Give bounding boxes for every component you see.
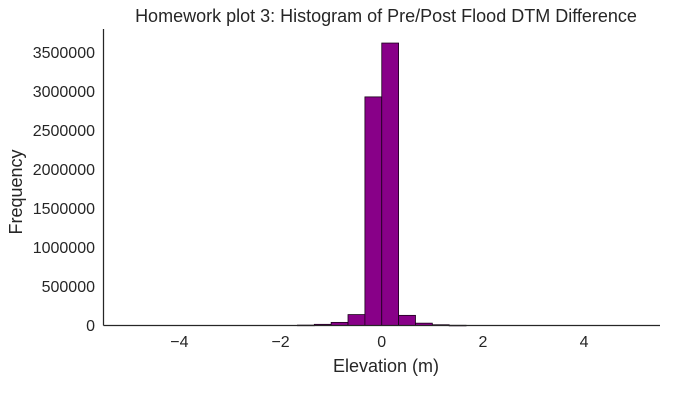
x-tick-label: 2 [478,334,487,351]
x-ticks-group: −4 −2 0 2 4 [170,334,588,351]
y-tick-label: 1500000 [33,201,95,218]
x-tick-label: 4 [580,334,589,351]
bars-group [297,42,467,327]
y-tick-label: 2500000 [33,123,95,140]
x-tick-label: −4 [170,334,188,351]
x-tick-label: −2 [271,334,289,351]
histogram-bar [347,314,366,326]
histogram-bar [381,42,399,326]
y-ticks-group: 0 500000 1000000 1500000 2000000 2500000 30000… [33,45,95,335]
y-tick-label: 500000 [42,279,95,296]
x-tick-label: 0 [377,334,386,351]
y-tick-label: 3500000 [33,45,95,62]
y-tick-label: 1000000 [33,240,95,257]
chart-title: Homework plot 3: Histogram of Pre/Post F… [135,6,637,26]
histogram-bar [398,314,416,326]
x-axis-label: Elevation (m) [333,356,439,376]
y-axis-label: Frequency [6,149,26,234]
histogram-bar [364,96,383,326]
y-tick-label: 3000000 [33,84,95,101]
y-tick-label: 2000000 [33,162,95,179]
y-tick-label: 0 [86,318,95,335]
